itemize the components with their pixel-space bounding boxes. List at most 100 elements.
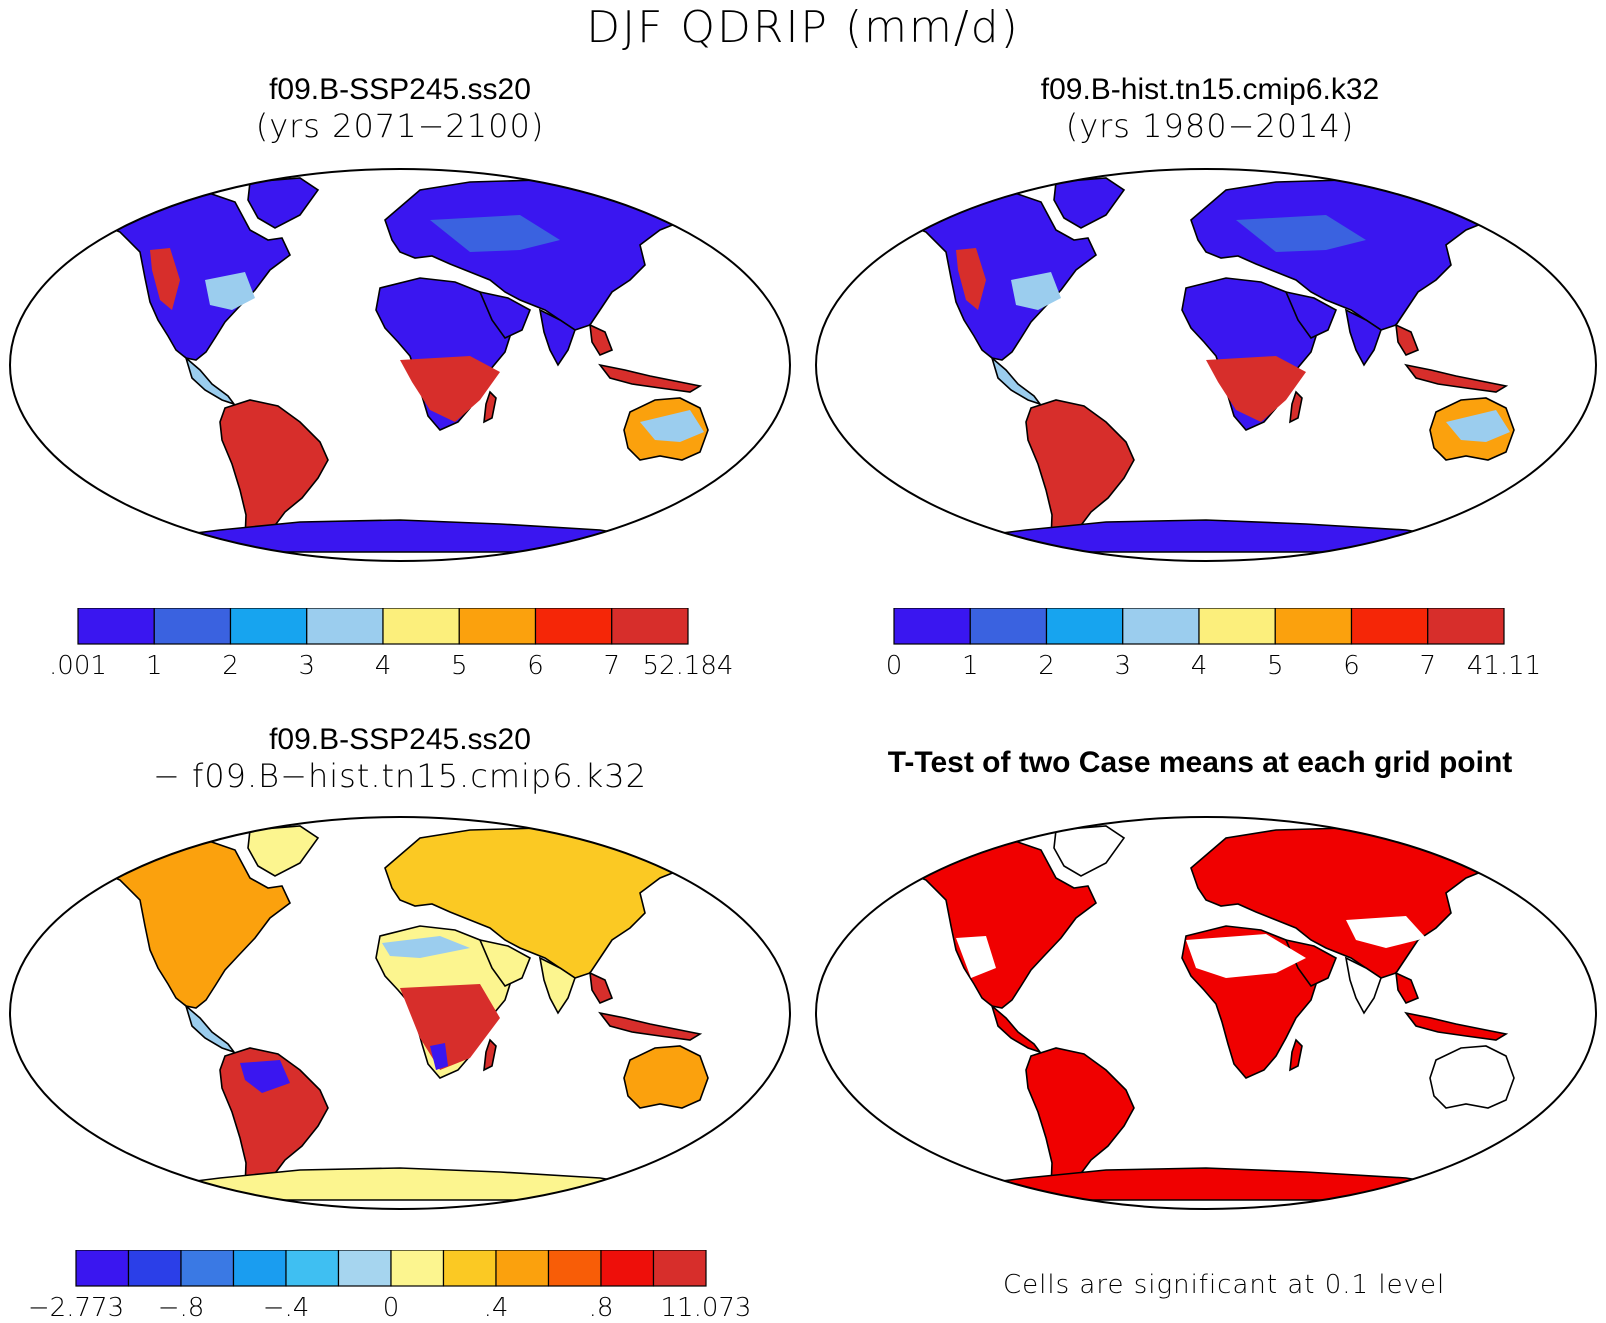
land-greenland xyxy=(247,177,320,229)
australia-south-zone xyxy=(640,410,704,442)
colorbar-tick-label: .4 xyxy=(484,1293,509,1323)
land-greenland xyxy=(1053,177,1126,229)
significance-footnote: Cells are significant at 0.1 level xyxy=(1003,1270,1446,1300)
colorbar-swatch xyxy=(652,1250,707,1287)
insignificant-west-us xyxy=(956,936,996,978)
panel-title-bottom-right: T-Test of two Case means at each grid po… xyxy=(800,745,1600,781)
map-panel-bottom-left xyxy=(9,816,791,1210)
colorbar-swatch xyxy=(153,608,232,645)
map-panel-top-left xyxy=(9,168,791,562)
pacific-nw-zone xyxy=(150,248,180,310)
colorbar-swatch xyxy=(306,608,384,645)
colorbar-tick-label: 7 xyxy=(1419,651,1436,681)
land-india xyxy=(538,308,576,367)
amazon-dry-zone xyxy=(240,1060,290,1093)
colorbar-swatch xyxy=(127,1250,182,1287)
map-ttest xyxy=(815,816,1597,1210)
land-antarctica xyxy=(943,1167,1458,1201)
land-seasia xyxy=(1395,971,1420,1005)
figure-title: DJF QDRIP (mm/d) xyxy=(586,2,1020,53)
colorbar-swatch xyxy=(229,608,308,645)
australia-south-zone xyxy=(1446,410,1510,442)
land-seasia xyxy=(589,323,614,357)
land-antarctica xyxy=(137,519,652,553)
land-camerica xyxy=(990,355,1043,406)
land-madagascar xyxy=(1289,390,1303,424)
sahara-zone xyxy=(382,936,470,958)
colorbar-tick-label: 1 xyxy=(146,651,163,681)
colorbar-swatch xyxy=(77,608,155,645)
colorbar-tick-label: 2 xyxy=(1038,651,1055,681)
colorbar-swatch xyxy=(969,608,1048,645)
insignificant-asia xyxy=(1346,916,1426,948)
colorbar-top-left: .001 1 2 3 4 5 6 7 52.184 xyxy=(49,608,733,681)
colorbar-swatch xyxy=(337,1250,392,1287)
land-arabia xyxy=(478,290,532,340)
colorbar-tick-label: 3 xyxy=(298,651,315,681)
colorbar-swatch xyxy=(1122,608,1200,645)
land-camerica xyxy=(184,355,237,406)
colorbar-tick-label: 4 xyxy=(1191,651,1208,681)
map-historical xyxy=(815,168,1597,562)
land-australia xyxy=(1429,1045,1515,1109)
map-border xyxy=(815,816,1597,1210)
land-madagascar xyxy=(1289,1038,1303,1072)
map-border xyxy=(9,168,791,562)
land-indonesia xyxy=(1404,363,1509,393)
panel-case-name: f09.B-SSP245.ss20 xyxy=(269,73,531,106)
colorbar-swatch xyxy=(442,1250,497,1287)
colorbar-tick-label: .8 xyxy=(589,1293,614,1323)
panel-case-name: f09.B-hist.tn15.cmip6.k32 xyxy=(1040,73,1380,106)
land-greenland xyxy=(247,825,320,877)
land-india xyxy=(1344,956,1382,1015)
land-namerica xyxy=(899,837,1098,1009)
colorbar-bottom-left: −2.773 −.8 −.4 0 .4 .8 11.073 xyxy=(28,1250,752,1323)
colorbar-swatch xyxy=(1427,608,1505,645)
south-africa-dry-zone xyxy=(430,1043,448,1070)
pacific-nw-zone xyxy=(956,248,986,310)
colorbar-tick-label: 0 xyxy=(383,1293,400,1323)
colorbar-tick-label: 6 xyxy=(1343,651,1360,681)
land-indonesia xyxy=(598,363,703,393)
land-arabia xyxy=(1284,290,1338,340)
land-namerica xyxy=(93,837,292,1009)
land-madagascar xyxy=(483,1038,497,1072)
colorbar-swatch xyxy=(547,1250,602,1287)
colorbar-swatch xyxy=(458,608,537,645)
colorbar-tick-label: 4 xyxy=(375,651,392,681)
land-antarctica xyxy=(943,519,1458,553)
land-arabia xyxy=(478,938,532,988)
panel-title-top-left: f09.B-SSP245.ss20 (yrs 2071−2100) xyxy=(90,72,710,144)
colorbar-tick-label: 11.073 xyxy=(661,1293,752,1323)
africa-wet-zone xyxy=(400,984,500,1070)
eastern-us-zone xyxy=(205,272,255,310)
colorbar-swatch xyxy=(232,1250,287,1287)
panel-title-top-right: f09.B-hist.tn15.cmip6.k32 (yrs 1980−2014… xyxy=(900,72,1520,144)
colorbar-swatch xyxy=(534,608,613,645)
europe-zone xyxy=(430,215,560,252)
africa-wet-zone xyxy=(1206,356,1306,422)
colorbar-tick-label: 5 xyxy=(451,651,468,681)
colorbar-swatch xyxy=(382,608,460,645)
land-camerica xyxy=(990,1003,1043,1054)
land-indonesia xyxy=(598,1011,703,1041)
panel-case-name: f09.B-SSP245.ss20 xyxy=(269,723,531,756)
panel-title-bottom-left: f09.B-SSP245.ss20 − f09.B−hist.tn15.cmip… xyxy=(60,722,740,794)
land-namerica xyxy=(899,189,1098,361)
map-border xyxy=(815,168,1597,562)
panel-years: (yrs 2071−2100) xyxy=(255,107,545,145)
colorbar-swatch xyxy=(285,1250,340,1287)
africa-wet-zone xyxy=(400,356,500,422)
land-seasia xyxy=(1395,323,1420,357)
land-india xyxy=(1344,308,1382,367)
colorbar-swatch xyxy=(75,1250,130,1287)
land-arabia xyxy=(1284,938,1338,988)
eastern-us-zone xyxy=(1011,272,1061,310)
colorbar-swatch xyxy=(390,1250,445,1287)
colorbar-tick-label: 3 xyxy=(1114,651,1131,681)
colorbar-swatch xyxy=(893,608,971,645)
colorbar-tick-label: 5 xyxy=(1267,651,1284,681)
panel-difference-label: − f09.B−hist.tn15.cmip6.k32 xyxy=(153,757,647,795)
colorbar-swatch xyxy=(495,1250,550,1287)
insignificant-sahara xyxy=(1186,934,1306,978)
